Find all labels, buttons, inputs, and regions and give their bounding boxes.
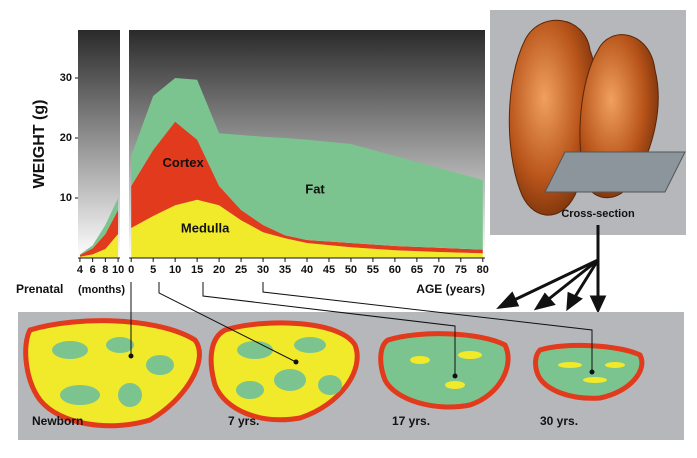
x-axis-label: (months) [78,284,125,296]
x-tick-label: 4 [77,264,84,276]
x-tick-label: 60 [389,264,401,276]
x-tick-label: 70 [433,264,445,276]
x-tick-label: 8 [102,264,108,276]
arrows [496,225,607,314]
x-tick-label: 65 [411,264,423,276]
stage-label: 7 yrs. [228,414,259,428]
x-tick-label: 50 [345,264,357,276]
panel-label: Prenatal [16,282,63,296]
y-tick-label: 30 [60,72,72,84]
area [131,199,483,258]
stage-label: Newborn [32,414,83,428]
x-tick-label: 30 [257,264,269,276]
area [131,78,483,250]
area [79,234,119,258]
x-tick-label: 55 [367,264,379,276]
section-plane [544,151,686,193]
area-label: Cortex [163,155,205,170]
stage-label: 30 yrs. [540,414,578,428]
leader-lines [130,282,593,376]
y-tick-label: 20 [60,132,72,144]
x-tick-label: 15 [191,264,203,276]
x-tick-label: 0 [128,264,134,276]
x-tick-label: 40 [301,264,313,276]
x-tick-label: 75 [455,264,467,276]
y-tick-label: 10 [60,192,72,204]
area [79,210,119,257]
x-tick-label: 35 [279,264,291,276]
x-tick-label: 10 [169,264,181,276]
x-tick-label: 10 [112,264,124,276]
x-axis-label: AGE (years) [416,282,485,296]
stage-drawings [23,318,645,429]
area-label: Medulla [181,220,230,235]
stage-label: 17 yrs. [392,414,430,428]
x-tick-label: 45 [323,264,335,276]
x-tick-label: 5 [150,264,156,276]
x-tick-label: 6 [90,264,96,276]
x-tick-label: 25 [235,264,247,276]
y-axis-label: WEIGHT (g) [31,100,48,189]
x-tick-label: 80 [477,264,489,276]
x-tick-label: 20 [213,264,225,276]
cross-section-label: Cross-section [561,208,635,220]
area [131,121,483,254]
area-label: Fat [305,181,325,196]
